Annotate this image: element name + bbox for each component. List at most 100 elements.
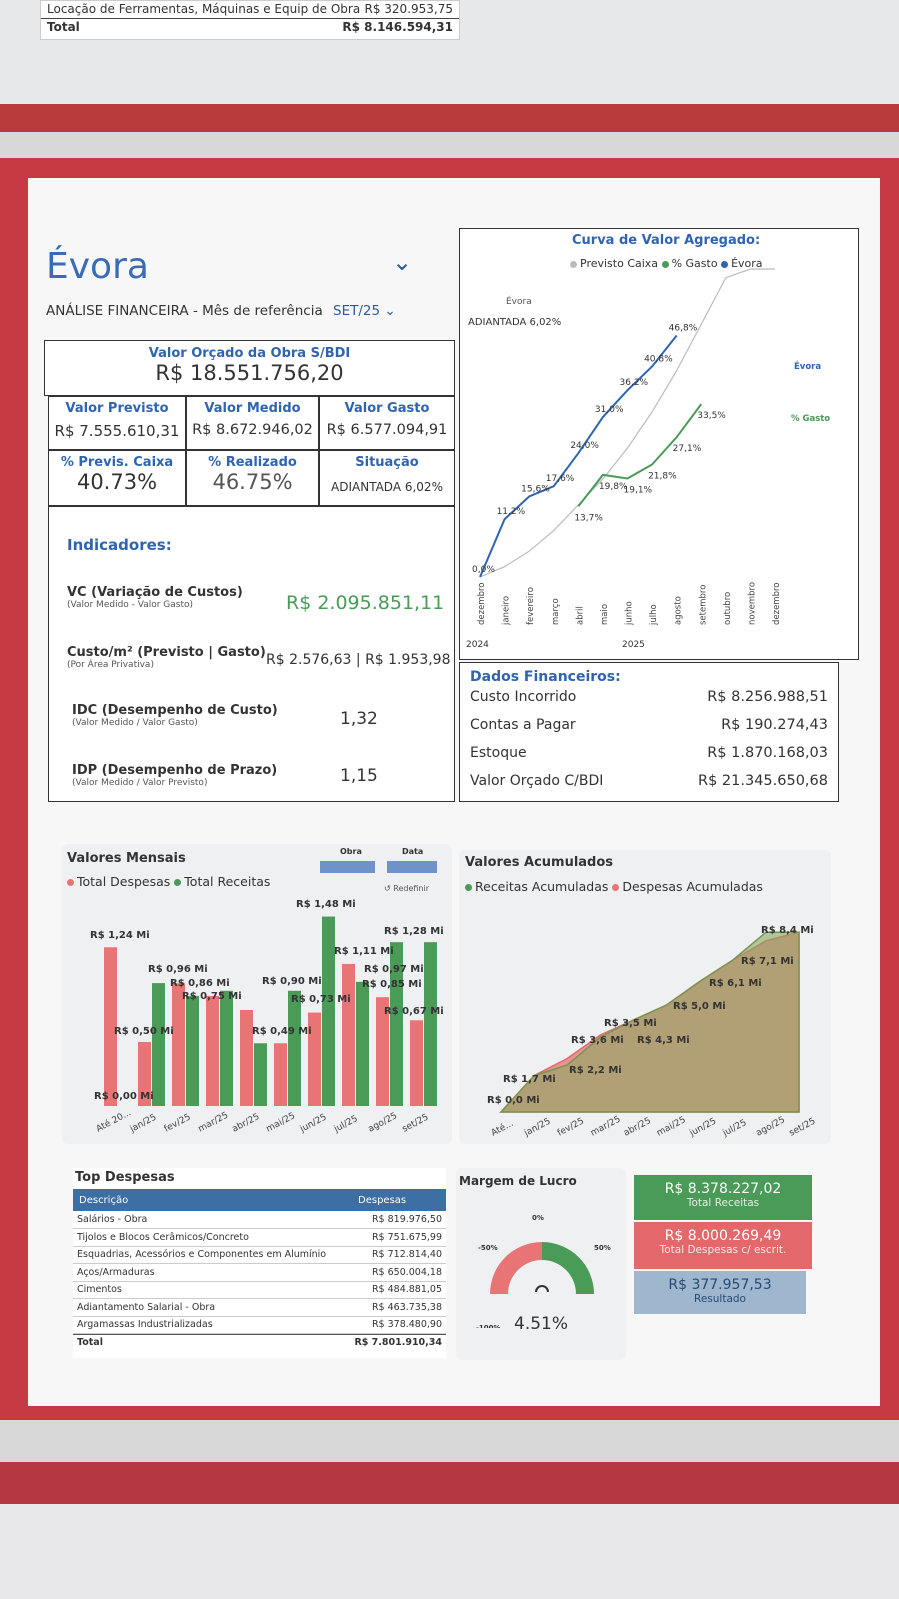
financeiro-label: Contas a Pagar [470, 717, 576, 733]
month-value: SET/25 [333, 303, 381, 319]
financeiro-row: Contas a Pagar R$ 190.274,43 [470, 717, 828, 745]
area-data-label: R$ 2,2 Mi [569, 1065, 622, 1076]
budget-box: Valor Orçado da Obra S/BDI R$ 18.551.756… [44, 340, 455, 396]
gauge-tick-label: 0% [532, 1214, 544, 1222]
curva-legend: Previsto Caixa % Gasto Évora [570, 257, 763, 270]
gasto-point-label: 21,8% [648, 472, 677, 482]
table-row[interactable]: Adiantamento Salarial - Obra R$ 463.735,3… [73, 1298, 446, 1317]
custo-value: R$ 2.576,63 | R$ 1.953,98 [266, 652, 451, 668]
bar-data-label: R$ 0,67 Mi [384, 1006, 444, 1017]
table-row[interactable]: Tijolos e Blocos Cerâmicos/Concreto R$ 75… [73, 1228, 446, 1247]
evora-point-label: 17,6% [546, 474, 575, 484]
x-tick-label: jun/25 [298, 1112, 329, 1135]
filter-obra-select[interactable] [320, 861, 375, 873]
kpi-value: 40.73% [76, 470, 158, 494]
legend-receitas: Total Receitas [174, 874, 270, 889]
evora-point-label: 24,0% [570, 441, 599, 451]
top-total-value: R$ 8.146.594,31 [342, 20, 453, 34]
gauge-arc-negative [490, 1242, 542, 1294]
evora-point-label: 36,2% [620, 378, 649, 388]
gauge-tick-label: -100% [476, 1324, 501, 1328]
curve-vora [479, 334, 678, 578]
financeiro-row: Valor Orçado C/BDI R$ 21.345.650,68 [470, 773, 828, 801]
card-receitas-label: Total Receitas [686, 1197, 760, 1209]
margem-title: Margem de Lucro [459, 1174, 577, 1188]
vc-value: R$ 2.095.851,11 [286, 592, 445, 614]
bar-data-label: R$ 0,49 Mi [252, 1026, 312, 1037]
table-cell-descricao: Argamassas Industrializadas [73, 1316, 360, 1334]
kpi-previsto: Valor Previsto R$ 7.555.610,31 [48, 396, 186, 450]
bottom-red-strip [0, 1462, 899, 1504]
table-cell-valor: R$ 378.480,90 [359, 1316, 446, 1334]
idp-label: IDP (Desempenho de Prazo) (Valor Medido /… [72, 763, 277, 788]
table-cell-valor: R$ 751.675,99 [359, 1228, 446, 1247]
evora-point-label: 0,0% [472, 565, 495, 575]
idc-sub: (Valor Medido / Valor Gasto) [72, 718, 198, 728]
chevron-down-icon[interactable]: ⌄ [392, 248, 413, 276]
col-descricao[interactable]: Descrição [79, 1194, 129, 1206]
table-cell-descricao: Salários - Obra [73, 1211, 360, 1229]
bar-despesa [172, 983, 185, 1106]
table-row[interactable]: Argamassas Industrializadas R$ 378.480,90 [73, 1316, 446, 1334]
custo-gasto: R$ 1.953,98 [365, 652, 451, 668]
bar-receita [322, 916, 335, 1106]
subtitle-text: ANÁLISE FINANCEIRA - Mês de referência [46, 303, 323, 319]
x-tick-label: mai/25 [265, 1111, 297, 1135]
bar-data-label: R$ 0,90 Mi [262, 976, 322, 987]
financeiro-value: R$ 8.256.988,51 [707, 689, 828, 705]
table-cell-descricao: Cimentos [73, 1281, 360, 1299]
month-select[interactable]: SET/25 ⌄ [333, 303, 396, 319]
indicadores-box [48, 506, 455, 802]
x-tick-label: julho [649, 604, 659, 626]
filter-obra-label: Obra [340, 847, 362, 856]
x-tick-label: mar/25 [589, 1115, 622, 1139]
card-receitas: R$ 8.378.227,02 Total Receitas [634, 1175, 812, 1220]
bar-receita [152, 983, 165, 1106]
kpi-value: R$ 7.555.610,31 [54, 422, 180, 440]
gauge-needle-icon [535, 1285, 549, 1293]
table-row[interactable]: Aços/Armaduras R$ 650.004,18 [73, 1263, 446, 1282]
acumulados-chart: Até... jan/25 fev/25 mar/25 abr/25 mai/25 jun/… [487, 925, 817, 1139]
kpi-caixa: % Previs. Caixa 40.73% [48, 450, 186, 506]
bar-data-label: R$ 1,24 Mi [90, 930, 150, 941]
gasto-point-label: 19,8% [599, 482, 628, 492]
kpi-value: R$ 6.577.094,91 [326, 422, 448, 438]
bar-despesa [138, 1042, 151, 1106]
financeiros-rows: Custo Incorrido R$ 8.256.988,51 Contas a P… [460, 689, 838, 801]
col-despesas[interactable]: Despesas [358, 1194, 407, 1206]
kpi-label: % Previs. Caixa [60, 455, 174, 470]
filter-data-select[interactable] [387, 861, 437, 873]
legend-receitas-acum: Receitas Acumuladas [465, 879, 608, 894]
table-cell-valor: R$ 484.881,05 [359, 1281, 446, 1299]
bar-data-label: R$ 1,48 Mi [296, 899, 356, 910]
custo-sub: (Por Área Privativa) [67, 660, 154, 670]
x-tick-label: jun/25 [687, 1116, 718, 1139]
financeiros-title: Dados Financeiros: [470, 669, 621, 685]
financeiro-label: Estoque [470, 745, 527, 761]
total-label: Total [77, 1337, 103, 1348]
financeiro-label: Valor Orçado C/BDI [470, 773, 604, 789]
x-tick-label: mai/25 [655, 1115, 687, 1139]
bar-receita [356, 981, 369, 1106]
redefinir-button[interactable]: ↺ Redefinir [384, 884, 429, 893]
x-tick-label: maio [600, 604, 610, 625]
x-tick-label: set/25 [401, 1113, 431, 1135]
card-receitas-value: R$ 8.378.227,02 [664, 1181, 782, 1197]
table-row[interactable]: Salários - Obra R$ 819.976,50 [73, 1211, 446, 1229]
vc-label-text: VC (Variação de Custos) [67, 585, 243, 600]
evora-point-label: 11,2% [497, 507, 526, 517]
table-cell-valor: R$ 819.976,50 [359, 1211, 446, 1229]
table-row[interactable]: Cimentos R$ 484.881,05 [73, 1281, 446, 1299]
card-despesas: R$ 8.000.269,49 Total Despesas c/ escrit… [634, 1222, 812, 1269]
area-data-label: R$ 5,0 Mi [673, 1001, 726, 1012]
financeiro-label: Custo Incorrido [470, 689, 577, 705]
bar-data-label: R$ 0,86 Mi [170, 978, 230, 989]
card-resultado-label: Resultado [694, 1293, 746, 1305]
x-tick-label: ago/25 [755, 1115, 787, 1138]
x-tick-label: Até... [489, 1118, 515, 1139]
kpi-gasto: Valor Gasto R$ 6.577.094,91 [319, 396, 455, 450]
area-data-label: R$ 3,6 Mi [571, 1035, 624, 1046]
table-cell-valor: R$ 463.735,38 [359, 1298, 446, 1317]
card-resultado: R$ 377.957,53 Resultado [634, 1271, 806, 1314]
table-row[interactable]: Esquadrias, Acessórios e Componentes em … [73, 1246, 446, 1264]
